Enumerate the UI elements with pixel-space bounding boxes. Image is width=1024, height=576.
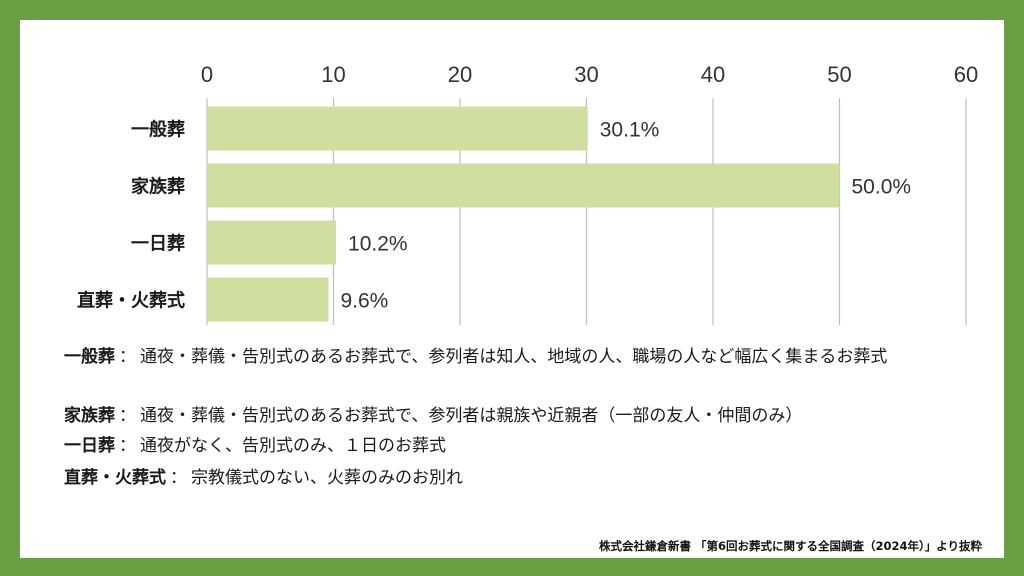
legend-desc: 通夜・葬儀・告別式のあるお葬式で、参列者は親族や近親者（一部の友人・仲間のみ） <box>140 406 803 426</box>
bar <box>207 220 337 265</box>
bar <box>207 277 329 322</box>
legend-row-ippanso: 一般葬：通夜・葬儀・告別式のあるお葬式で、参列者は知人、地域の人、職場の人など幅… <box>64 345 970 369</box>
legend-colon: ： <box>170 468 187 488</box>
legend-colon: ： <box>119 406 136 426</box>
category-label: 一般葬 <box>131 119 185 141</box>
legend-colon: ： <box>119 436 136 456</box>
value-label: 50.0% <box>852 176 912 199</box>
x-tick-label: 30 <box>574 62 598 87</box>
legend-term: 一日葬 <box>64 436 115 456</box>
x-tick-label: 40 <box>701 62 725 87</box>
legend-desc: 宗教儀式のない、火葬のみのお別れ <box>191 468 463 488</box>
category-label: 家族葬 <box>131 176 185 198</box>
category-label: 直葬・火葬式 <box>77 290 185 312</box>
legend-colon: ： <box>119 347 136 367</box>
category-label: 一日葬 <box>131 234 185 255</box>
legend-row-kazokuso: 家族葬：通夜・葬儀・告別式のあるお葬式で、参列者は親族や近親者（一部の友人・仲間… <box>64 404 802 428</box>
legend-term: 一般葬 <box>64 347 115 367</box>
legend-desc: 通夜・葬儀・告別式のあるお葬式で、参列者は知人、地域の人、職場の人など幅広く集ま… <box>140 347 888 367</box>
x-tick-label: 50 <box>827 62 851 87</box>
x-tick-label: 20 <box>448 62 472 87</box>
chart-panel: 0 10 20 30 40 50 60 一般葬 30.1% 家族葬 50.0% 一日葬 10.2% 直葬・… <box>20 20 1004 558</box>
bar-chart: 0 10 20 30 40 50 60 一般葬 30.1% 家族葬 50.0% 一日葬 10.2% 直葬・… <box>77 62 978 325</box>
legend-term: 直葬・火葬式 <box>64 468 166 488</box>
legend-term: 家族葬 <box>64 406 115 426</box>
source-note: 株式会社鎌倉新書 「第6回お葬式に関する全国調査（2024年）」より抜粋 <box>598 539 982 553</box>
bar <box>207 163 840 208</box>
value-label: 10.2% <box>348 233 408 256</box>
x-tick-label: 10 <box>321 62 345 87</box>
value-label: 30.1% <box>600 119 660 142</box>
legend-desc: 通夜がなく、告別式のみ、１日のお葬式 <box>140 436 446 456</box>
bar <box>207 106 588 151</box>
x-tick-label: 60 <box>954 62 978 87</box>
legend-row-ichinichiso: 一日葬：通夜がなく、告別式のみ、１日のお葬式 <box>64 434 446 458</box>
value-label: 9.6% <box>340 290 388 313</box>
x-tick-label: 0 <box>201 62 213 87</box>
legend-row-chokuso: 直葬・火葬式：宗教儀式のない、火葬のみのお別れ <box>64 466 463 490</box>
